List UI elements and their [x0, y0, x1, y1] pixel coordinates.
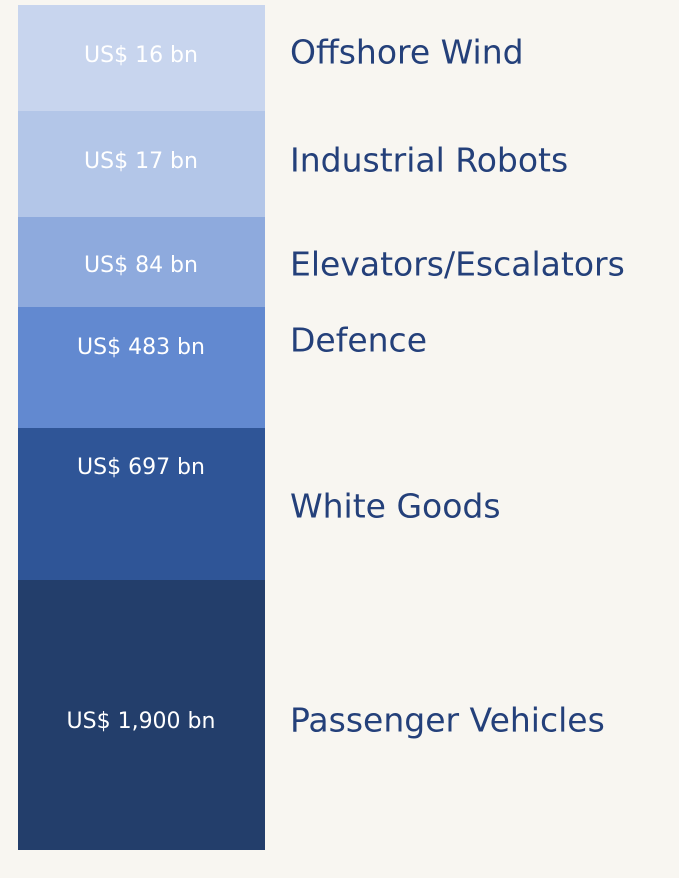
segment-name: White Goods [290, 487, 501, 526]
segment-value: US$ 697 bn [77, 455, 205, 480]
segment [18, 111, 265, 217]
segment-name: Elevators/Escalators [290, 245, 625, 284]
segment-value: US$ 84 bn [84, 253, 198, 278]
segment-name: Defence [290, 321, 427, 360]
segment [18, 428, 265, 580]
segment-name: Industrial Robots [290, 141, 568, 180]
segment-value: US$ 16 bn [84, 43, 198, 68]
segment-value: US$ 17 bn [84, 149, 198, 174]
segment [18, 307, 265, 428]
segment-value: US$ 1,900 bn [67, 709, 216, 734]
segment-value: US$ 483 bn [77, 335, 205, 360]
segment [18, 580, 265, 850]
segment-name: Offshore Wind [290, 33, 524, 72]
segment [18, 5, 265, 111]
segment-name: Passenger Vehicles [290, 701, 605, 740]
segment [18, 217, 265, 307]
